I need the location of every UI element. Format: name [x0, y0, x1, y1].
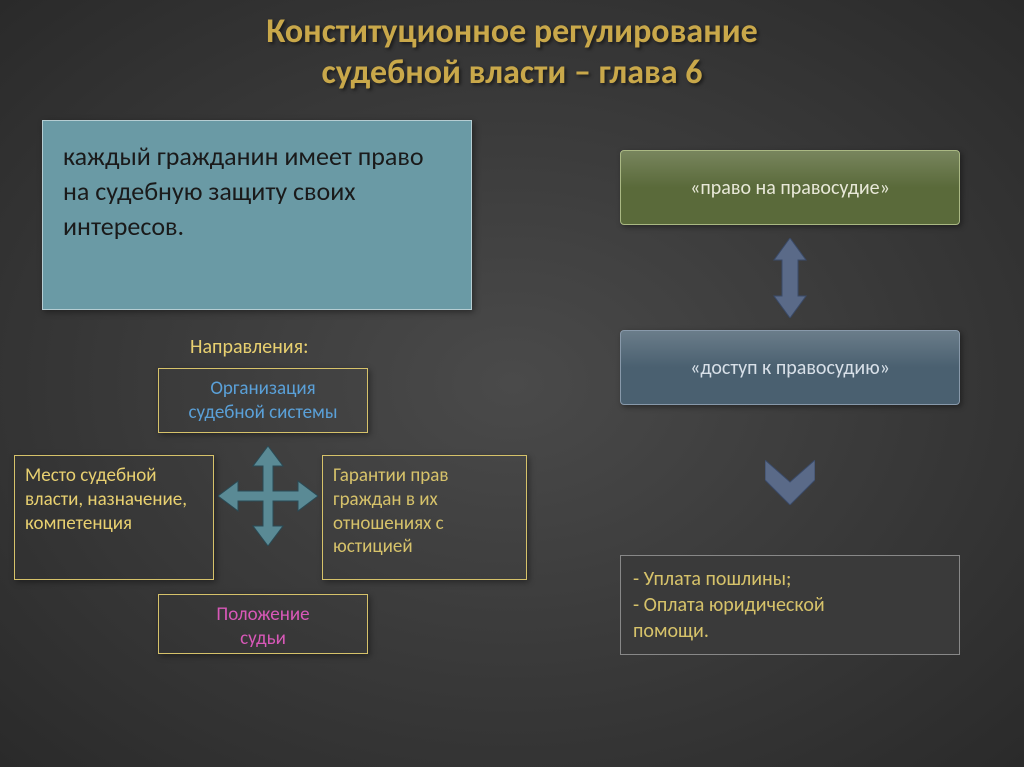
chevron-down-icon [765, 460, 815, 505]
position-box: Положение судьи [158, 594, 368, 654]
guarantees-box: Гарантии прав граждан в их отношениях с … [322, 455, 527, 580]
notes-box: - Уплата пошлины; - Оплата юридической п… [620, 555, 960, 655]
place-box: Место судебной власти, назначение, компе… [14, 455, 214, 580]
right-box-justice: «право на правосудие» [620, 150, 960, 225]
right-box-access: «доступ к правосудию» [620, 330, 960, 405]
note-line3: помощи. [633, 618, 947, 644]
main-statement-text: каждый гражданин имеет право на судебную… [63, 140, 424, 242]
right-box2-text: «доступ к правосудию» [690, 356, 890, 380]
position-line1: Положение [169, 603, 357, 627]
note-line2: - Оплата юридической [633, 592, 947, 618]
org-line2: судебной системы [169, 401, 357, 425]
guarantees-text: Гарантии прав граждан в их отношениях с … [333, 464, 448, 558]
main-statement-box: каждый гражданин имеет право на судебную… [42, 120, 472, 310]
note-line1: - Уплата пошлины; [633, 566, 947, 592]
four-way-arrow-icon [218, 446, 318, 546]
org-line1: Организация [169, 377, 357, 401]
position-line2: судьи [169, 627, 357, 651]
organization-box: Организация судебной системы [158, 368, 368, 433]
title-line1: Конституционное регулирование [20, 12, 1004, 53]
directions-label: Направления: [190, 335, 308, 359]
slide-title: Конституционное регулирование судебной в… [0, 0, 1024, 102]
right-box1-text: «право на правосудие» [690, 176, 890, 200]
title-line2: судебной власти – глава 6 [20, 53, 1004, 94]
place-text: Место судебной власти, назначение, компе… [25, 464, 187, 535]
double-arrow-icon [770, 238, 810, 318]
